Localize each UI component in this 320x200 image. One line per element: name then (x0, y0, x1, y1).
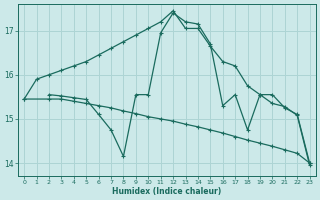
X-axis label: Humidex (Indice chaleur): Humidex (Indice chaleur) (112, 187, 221, 196)
